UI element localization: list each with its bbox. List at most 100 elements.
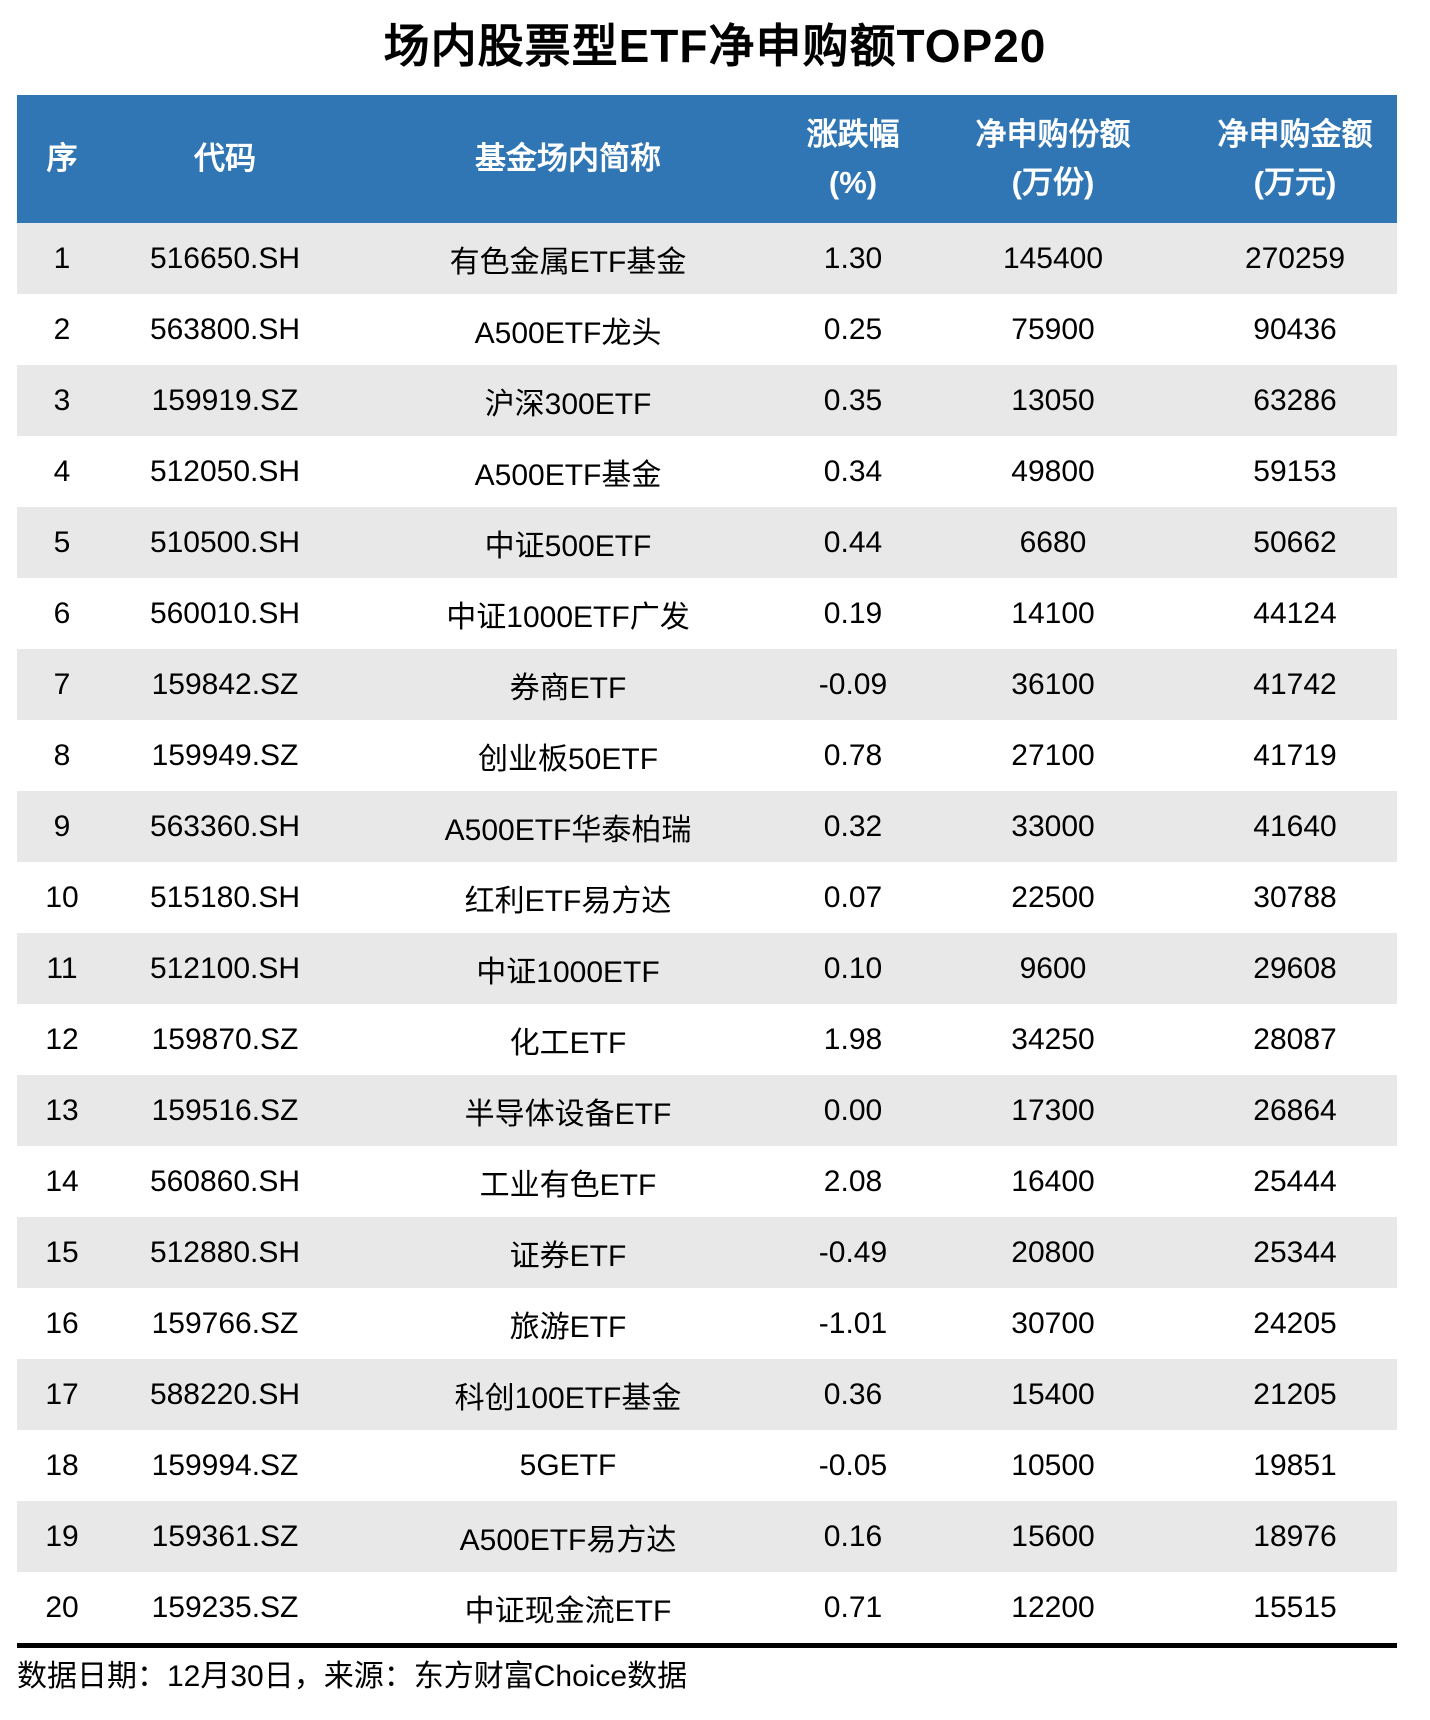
cell-rank: 4 bbox=[53, 454, 71, 488]
cell-name: 科创100ETF基金 bbox=[454, 1381, 682, 1415]
cell-name: A500ETF龙头 bbox=[474, 316, 662, 350]
cell-amount: 18976 bbox=[1253, 1519, 1337, 1553]
cell-change: 0.32 bbox=[823, 809, 883, 843]
table-row: 12 159870.SZ 化工ETF 1.98 34250 28087 bbox=[17, 1004, 1397, 1075]
cell-code: 512100.SH bbox=[149, 951, 301, 985]
cell-amount: 270259 bbox=[1244, 241, 1346, 275]
cell-shares: 17300 bbox=[1011, 1093, 1095, 1127]
cell-shares: 15600 bbox=[1011, 1519, 1095, 1553]
cell-change: 1.98 bbox=[823, 1022, 883, 1056]
cell-name: 券商ETF bbox=[509, 671, 627, 705]
cell-code: 159516.SZ bbox=[151, 1093, 299, 1127]
cell-rank: 16 bbox=[45, 1306, 79, 1340]
cell-shares: 33000 bbox=[1011, 809, 1095, 843]
cell-name: 证券ETF bbox=[509, 1239, 627, 1273]
table-row: 15 512880.SH 证券ETF -0.49 20800 25344 bbox=[17, 1217, 1397, 1288]
cell-shares: 13050 bbox=[1011, 383, 1095, 417]
cell-rank: 1 bbox=[53, 241, 71, 275]
cell-name: 旅游ETF bbox=[509, 1310, 627, 1344]
header-cell-amount: 净申购金额 (万元) bbox=[1217, 116, 1373, 200]
cell-rank: 3 bbox=[53, 383, 71, 417]
footer-note: 数据日期：12月30日，来源：东方财富Choice数据 bbox=[17, 1660, 688, 1693]
cell-name: A500ETF基金 bbox=[474, 458, 662, 492]
cell-rank: 14 bbox=[45, 1164, 79, 1198]
table-row: 19 159361.SZ A500ETF易方达 0.16 15600 18976 bbox=[17, 1501, 1397, 1572]
cell-name: 工业有色ETF bbox=[479, 1168, 657, 1202]
cell-rank: 13 bbox=[45, 1093, 79, 1127]
cell-amount: 41640 bbox=[1253, 809, 1337, 843]
cell-shares: 12200 bbox=[1011, 1590, 1095, 1624]
cell-code: 159994.SZ bbox=[151, 1448, 299, 1482]
cell-rank: 7 bbox=[53, 667, 71, 701]
cell-change: 0.34 bbox=[823, 454, 883, 488]
table-row: 17 588220.SH 科创100ETF基金 0.36 15400 21205 bbox=[17, 1359, 1397, 1430]
page-title: 场内股票型ETF净申购额TOP20 bbox=[383, 20, 1047, 72]
cell-amount: 26864 bbox=[1253, 1093, 1337, 1127]
cell-name: 红利ETF易方达 bbox=[464, 884, 672, 918]
cell-amount: 25344 bbox=[1253, 1235, 1337, 1269]
cell-amount: 25444 bbox=[1253, 1164, 1337, 1198]
cell-shares: 15400 bbox=[1011, 1377, 1095, 1411]
cell-rank: 11 bbox=[46, 951, 78, 985]
cell-name: 有色金属ETF基金 bbox=[449, 245, 687, 279]
cell-code: 563800.SH bbox=[149, 312, 301, 346]
cell-amount: 28087 bbox=[1253, 1022, 1337, 1056]
cell-change: -1.01 bbox=[818, 1306, 888, 1340]
cell-code: 512880.SH bbox=[149, 1235, 301, 1269]
cell-change: 0.36 bbox=[823, 1377, 883, 1411]
cell-rank: 20 bbox=[45, 1590, 79, 1624]
header-cell-change: 涨跌幅 (%) bbox=[806, 116, 900, 200]
cell-change: 0.00 bbox=[823, 1093, 883, 1127]
cell-change: 0.19 bbox=[823, 596, 883, 630]
cell-shares: 30700 bbox=[1011, 1306, 1095, 1340]
cell-code: 159842.SZ bbox=[151, 667, 299, 701]
cell-change: 0.78 bbox=[823, 738, 883, 772]
table-row: 10 515180.SH 红利ETF易方达 0.07 22500 30788 bbox=[17, 862, 1397, 933]
cell-amount: 41719 bbox=[1253, 738, 1337, 772]
cell-change: -0.09 bbox=[818, 667, 888, 701]
cell-shares: 14100 bbox=[1011, 596, 1095, 630]
table-row: 8 159949.SZ 创业板50ETF 0.78 27100 41719 bbox=[17, 720, 1397, 791]
cell-code: 159361.SZ bbox=[151, 1519, 299, 1553]
cell-rank: 15 bbox=[45, 1235, 79, 1269]
cell-change: 0.16 bbox=[823, 1519, 883, 1553]
table-row: 4 512050.SH A500ETF基金 0.34 49800 59153 bbox=[17, 436, 1397, 507]
cell-amount: 15515 bbox=[1253, 1590, 1337, 1624]
cell-name: 沪深300ETF bbox=[484, 387, 652, 421]
cell-code: 510500.SH bbox=[149, 525, 301, 559]
cell-code: 159919.SZ bbox=[151, 383, 299, 417]
cell-code: 563360.SH bbox=[149, 809, 301, 843]
cell-code: 159949.SZ bbox=[151, 738, 299, 772]
cell-shares: 145400 bbox=[1002, 241, 1104, 275]
cell-amount: 50662 bbox=[1253, 525, 1337, 559]
cell-shares: 20800 bbox=[1011, 1235, 1095, 1269]
table-row: 2 563800.SH A500ETF龙头 0.25 75900 90436 bbox=[17, 294, 1397, 365]
table-row: 6 560010.SH 中证1000ETF广发 0.19 14100 44124 bbox=[17, 578, 1397, 649]
cell-name: 中证500ETF bbox=[484, 529, 652, 563]
cell-rank: 2 bbox=[53, 312, 71, 346]
cell-shares: 49800 bbox=[1011, 454, 1095, 488]
cell-code: 560860.SH bbox=[149, 1164, 301, 1198]
table-row: 18 159994.SZ 5GETF -0.05 10500 19851 bbox=[17, 1430, 1397, 1501]
table-row: 1 516650.SH 有色金属ETF基金 1.30 145400 270259 bbox=[17, 223, 1397, 294]
cell-rank: 19 bbox=[45, 1519, 79, 1553]
cell-name: 中证现金流ETF bbox=[464, 1594, 672, 1628]
cell-change: 0.35 bbox=[823, 383, 883, 417]
cell-change: 0.44 bbox=[823, 525, 883, 559]
cell-change: -0.05 bbox=[818, 1448, 888, 1482]
cell-code: 515180.SH bbox=[149, 880, 301, 914]
cell-name: A500ETF华泰柏瑞 bbox=[444, 813, 692, 847]
cell-code: 560010.SH bbox=[149, 596, 301, 630]
cell-shares: 10500 bbox=[1011, 1448, 1095, 1482]
cell-shares: 22500 bbox=[1011, 880, 1095, 914]
cell-name: 中证1000ETF bbox=[476, 955, 660, 989]
cell-amount: 30788 bbox=[1253, 880, 1337, 914]
cell-rank: 9 bbox=[53, 809, 71, 843]
table-row: 16 159766.SZ 旅游ETF -1.01 30700 24205 bbox=[17, 1288, 1397, 1359]
cell-code: 159870.SZ bbox=[151, 1022, 299, 1056]
table-row: 20 159235.SZ 中证现金流ETF 0.71 12200 15515 bbox=[17, 1572, 1397, 1643]
table-row: 7 159842.SZ 券商ETF -0.09 36100 41742 bbox=[17, 649, 1397, 720]
cell-change: 0.07 bbox=[823, 880, 883, 914]
cell-amount: 19851 bbox=[1253, 1448, 1337, 1482]
cell-rank: 5 bbox=[53, 525, 71, 559]
